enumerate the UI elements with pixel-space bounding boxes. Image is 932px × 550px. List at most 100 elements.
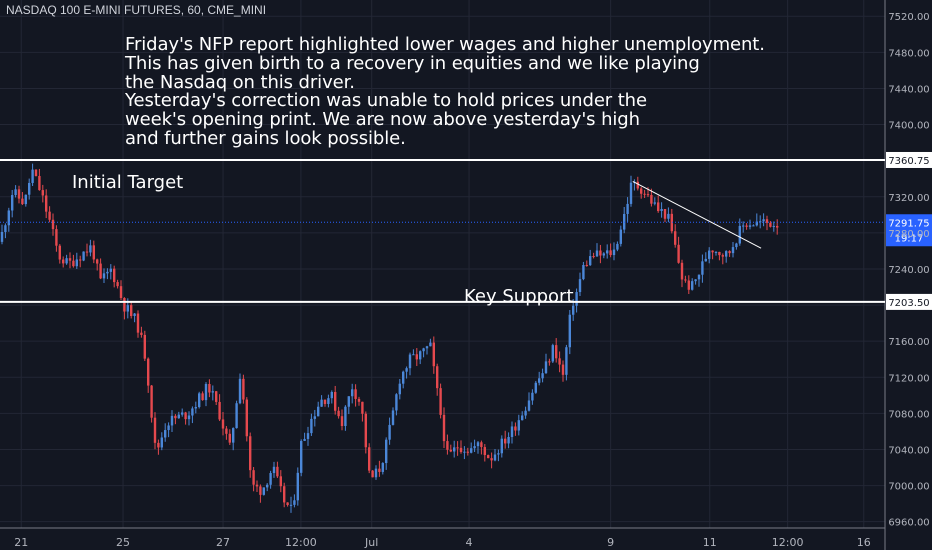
candle-body (34, 169, 38, 176)
y-tick-label: 7040.00 (888, 445, 929, 456)
x-tick-label: 16 (857, 536, 871, 549)
candle-body (276, 466, 279, 477)
candle-body (79, 259, 82, 261)
level-price-box (886, 293, 932, 310)
candle-body (521, 415, 524, 421)
candle-body (116, 282, 119, 287)
candle-body (269, 473, 272, 485)
y-tick-label: 7120.00 (888, 373, 929, 384)
candle-body (347, 396, 350, 407)
candle-body (289, 504, 293, 506)
candle-body (524, 410, 527, 416)
candle-body (731, 247, 735, 254)
candle-body (113, 268, 116, 283)
candle-body (153, 417, 157, 443)
candle-body (58, 245, 61, 260)
chart-title: NASDAQ 100 E-MINI FUTURES, 60, CME_MINI (6, 3, 267, 17)
candle-body (565, 347, 568, 375)
candle-body (772, 225, 775, 227)
candle-body (711, 250, 714, 253)
candle-body (432, 342, 435, 367)
candle-body (436, 366, 439, 389)
candle-body (548, 361, 551, 363)
candle-body (612, 249, 616, 256)
candle-body (599, 250, 602, 256)
candle-body (507, 436, 510, 444)
candle-body (99, 263, 102, 279)
candle-body (660, 208, 663, 212)
candle-body (490, 458, 493, 461)
candle-body (68, 258, 72, 261)
candle-body (143, 334, 146, 359)
candle-body (279, 476, 282, 487)
candle-body (589, 256, 592, 266)
y-tick-label: 7240.00 (888, 265, 929, 276)
candle-body (374, 468, 378, 478)
candle-body (745, 225, 748, 227)
candle-body (558, 358, 561, 365)
candle-body (51, 219, 55, 230)
candle-body (249, 436, 252, 471)
candle-body (595, 250, 599, 257)
candle-body (327, 398, 330, 404)
candle-body (575, 292, 578, 306)
candle-body (24, 194, 27, 205)
candle-body (255, 484, 259, 487)
candle-body (500, 438, 503, 454)
last-price-label: 7291.75 (888, 218, 929, 229)
candle-body (160, 437, 163, 448)
candle-body (361, 401, 364, 414)
candle-body (402, 371, 405, 384)
candle-body (680, 262, 684, 280)
candle-body (568, 314, 571, 348)
candle-body (208, 384, 211, 393)
candle-body (102, 273, 106, 279)
candle-body (89, 245, 92, 253)
x-tick-label: 12:00 (285, 536, 317, 549)
candle-body (405, 368, 408, 372)
y-tick-label: 7280.00 (888, 229, 929, 240)
candle-body (238, 378, 242, 404)
candle-body (388, 424, 391, 440)
y-tick-label: 7400.00 (888, 121, 929, 132)
candle-body (483, 447, 486, 456)
x-tick-label: 11 (703, 536, 717, 549)
candle-body (201, 393, 204, 401)
candle-body (769, 222, 772, 227)
candle-body (167, 425, 170, 431)
candle-body (425, 346, 429, 349)
candle-body (459, 447, 463, 453)
candle-body (694, 279, 697, 282)
candle-body (422, 348, 425, 352)
candle-body (310, 418, 313, 434)
candle-body (415, 354, 418, 360)
candle-body (592, 256, 595, 258)
y-tick-label: 7080.00 (888, 409, 929, 420)
candle-body (354, 389, 357, 399)
candle-body (517, 420, 520, 431)
candle-body (170, 415, 174, 426)
key-support-label: Key Support (464, 286, 574, 307)
candle-body (640, 188, 643, 194)
candle-body (476, 442, 480, 447)
candle-body (419, 351, 422, 360)
candle-body (446, 441, 449, 450)
candle-body (323, 399, 327, 404)
candle-body (109, 268, 112, 272)
candle-body (504, 438, 507, 444)
candle-body (38, 175, 41, 191)
candle-body (351, 389, 354, 397)
candle-body (245, 399, 248, 437)
candle-body (14, 189, 17, 196)
candle-body (385, 439, 388, 464)
candle-body (181, 412, 184, 415)
candle-body (391, 410, 395, 425)
candle-body (378, 468, 381, 472)
y-tick-label: 7000.00 (888, 482, 929, 493)
candle-body (96, 259, 99, 264)
y-tick-label: 6960.00 (888, 518, 929, 529)
candle-body (330, 391, 333, 399)
candle-body (480, 442, 483, 448)
candle-body (232, 428, 235, 443)
